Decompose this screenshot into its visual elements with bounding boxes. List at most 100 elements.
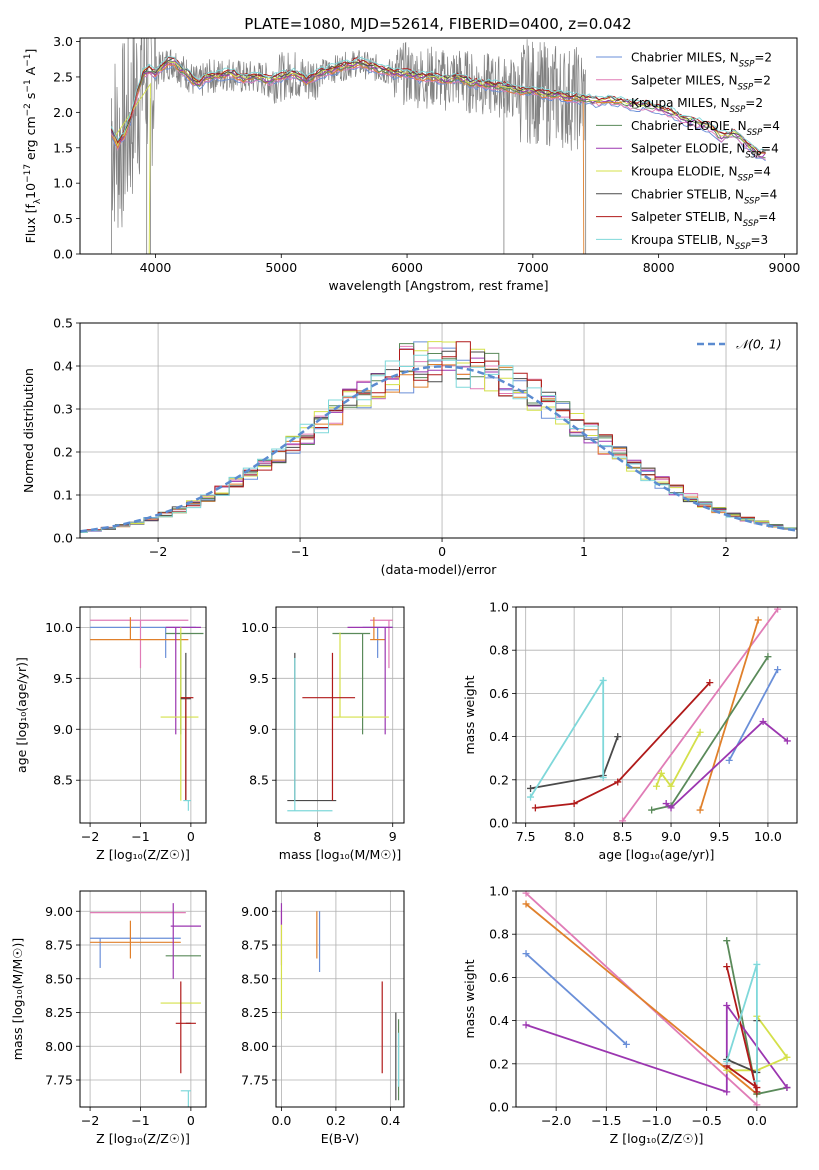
- y-tick-label: 0.5: [53, 211, 73, 226]
- y-tick-label: 0.2: [53, 445, 73, 460]
- y-axis-label: Normed distribution: [21, 368, 36, 493]
- y-axis-label: mass [log₁₀(M/M☉)]: [10, 938, 25, 1060]
- x-tick-label: −0.5: [691, 1113, 721, 1128]
- y-tick-label: 0.8: [489, 927, 509, 942]
- y-tick-label: 9.5: [249, 671, 269, 686]
- x-tick-label: 0.4: [380, 1113, 400, 1128]
- model-line-chabrier_miles: [110, 63, 766, 162]
- plot-area-age_vs_Z: [90, 617, 204, 811]
- weight-marker: [723, 1088, 731, 1096]
- x-axis-label: (data-model)/error: [381, 562, 498, 577]
- errorbar-salpeter_elodie: [347, 626, 393, 735]
- y-axis-label: mass weight: [462, 675, 477, 754]
- legend-label: Kroupa ELODIE, NSSP=4: [631, 165, 771, 184]
- errorbar-salpeter_stelib: [180, 697, 194, 801]
- x-axis-label: Z [log₁₀(Z/Z☉)]: [96, 1131, 190, 1146]
- weight-marker: [774, 666, 782, 674]
- errorbar-kroupa_miles: [370, 617, 386, 641]
- y-tick-label: 0.3: [53, 402, 73, 417]
- weight-marker: [753, 960, 761, 968]
- x-tick-label: 7.5: [516, 829, 536, 844]
- y-tick-label: 0.4: [489, 1013, 509, 1028]
- chart-spectrum: 4000 5000 6000 7000 8000 9000 0.0 0.5 1.0 1.5 2.0 2…: [23, 34, 801, 293]
- x-tick-label: 7000: [517, 260, 549, 275]
- axes-frame: [275, 606, 405, 824]
- histogram-legend: 𝒩(0, 1): [697, 337, 782, 352]
- y-tick-label: 8.00: [45, 1039, 73, 1054]
- weight-marker: [696, 806, 704, 814]
- y-tick-label: 0.6: [489, 686, 509, 701]
- x-tick-label: 5000: [265, 260, 297, 275]
- weight-marker: [783, 1053, 791, 1061]
- x-tick-label: 8.0: [564, 829, 584, 844]
- chart-mass_weight_vs_Z: −2.0 −1.5 −1.0 −0.5 0.0 0.0 0.2 0.4 0.6 0.8 1.0 Z […: [462, 884, 798, 1146]
- y-tick-label: 3.0: [53, 34, 73, 49]
- y-tick-label: 8.75: [45, 938, 73, 953]
- x-tick-label: 0.0: [747, 1113, 767, 1128]
- errorbar-salpeter_miles: [90, 619, 189, 669]
- y-tick-label: 7.75: [241, 1073, 269, 1088]
- weight-line-salpeter_elodie: [665, 720, 788, 810]
- plot-area-mass_weight_vs_Z: [522, 891, 791, 1107]
- errorbar-kroupa_stelib: [287, 657, 333, 812]
- y-tick-label: 8.00: [241, 1039, 269, 1054]
- x-tick-label: 9000: [769, 260, 801, 275]
- errorbar-chabrier_miles: [90, 937, 181, 968]
- y-tick-label: 9.00: [45, 904, 73, 919]
- x-tick-label: 0: [438, 544, 446, 559]
- x-tick-label: 4000: [140, 260, 172, 275]
- x-tick-label: 2: [722, 544, 730, 559]
- weight-marker: [527, 784, 535, 792]
- weight-marker: [783, 1084, 791, 1092]
- x-tick-label: 1: [580, 544, 588, 559]
- normal-curve: [80, 365, 796, 533]
- plot-area-mass_vs_ebv: [280, 903, 400, 1101]
- y-tick-label: 1.0: [489, 600, 509, 615]
- y-tick-label: 0.0: [489, 1100, 509, 1115]
- data-spectrum-line: [111, 38, 586, 228]
- x-tick-label: −2: [149, 544, 167, 559]
- x-tick-label: −1: [291, 544, 309, 559]
- weight-marker: [662, 800, 670, 808]
- chart-mass_vs_ebv: 0.0 0.2 0.4 7.75 8.00 8.25 8.50 8.75 9.00 E(B-V): [241, 890, 405, 1146]
- legend-label: 𝒩(0, 1): [736, 337, 782, 352]
- x-axis-label: age [log₁₀(age/yr)]: [599, 847, 715, 862]
- weight-marker: [614, 733, 622, 741]
- errorbar-chabrier_miles: [90, 626, 196, 658]
- chart-age_vs_mass: 8 9 8.5 9.0 9.5 10.0 mass [log₁₀(M/M☉)]: [241, 606, 405, 862]
- model-line-kroupa_stelib: [110, 56, 766, 152]
- x-tick-label: 9.0: [661, 829, 681, 844]
- x-tick-label: 8: [313, 829, 321, 844]
- x-axis-label: mass [log₁₀(M/M☉)]: [279, 847, 401, 862]
- x-axis-label: Z [log₁₀(Z/Z☉)]: [610, 1131, 704, 1146]
- weight-marker: [723, 963, 731, 971]
- x-axis-label: E(B-V): [321, 1131, 360, 1146]
- weight-marker: [667, 782, 675, 790]
- errorbar-salpeter_elodie: [165, 626, 201, 735]
- weight-marker: [648, 806, 656, 814]
- axes-frame: [515, 606, 798, 824]
- axes-frame: [79, 322, 798, 539]
- y-tick-label: 8.5: [53, 773, 73, 788]
- weight-marker: [723, 937, 731, 945]
- y-tick-label: 1.5: [53, 140, 73, 155]
- weight-marker: [599, 676, 607, 684]
- x-tick-label: −1: [131, 829, 149, 844]
- x-tick-label: 9: [389, 829, 397, 844]
- x-tick-label: 8.5: [613, 829, 633, 844]
- weight-line-kroupa_elodie: [726, 1015, 789, 1072]
- errorbar-salpeter_elodie: [170, 903, 201, 979]
- y-tick-label: 8.5: [249, 773, 269, 788]
- y-tick-label: 2.0: [53, 105, 73, 120]
- y-tick-label: 0.8: [489, 643, 509, 658]
- legend-label: Chabrier STELIB, NSSP=4: [631, 187, 777, 206]
- errorbar-kroupa_elodie: [160, 627, 199, 801]
- weight-line-salpeter_miles: [621, 608, 779, 822]
- weight-line-kroupa_miles: [525, 903, 758, 1095]
- x-tick-label: 0: [187, 1113, 195, 1128]
- x-tick-label: 0: [187, 829, 195, 844]
- chart-age_vs_Z: −2 −1 0 8.5 9.0 9.5 10.0 Z [log₁₀(Z/Z☉)] age [lo…: [14, 606, 207, 862]
- model-line-salpeter_stelib: [111, 57, 766, 154]
- weight-marker: [725, 756, 733, 764]
- weight-marker: [657, 769, 665, 777]
